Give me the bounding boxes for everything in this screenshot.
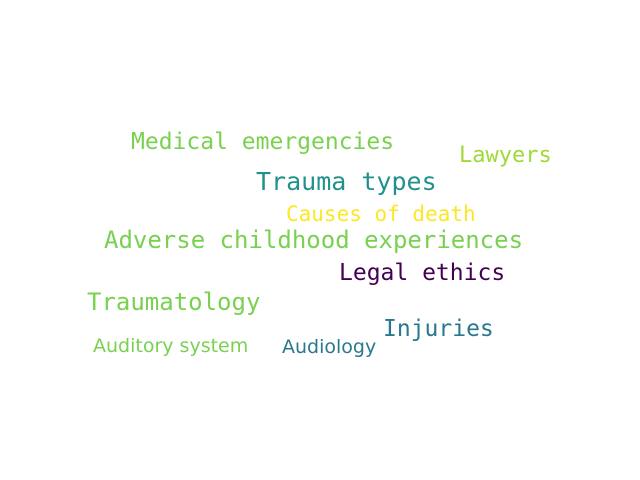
word-legal-ethics: Legal ethics bbox=[339, 260, 506, 286]
word-adverse-childhood-experiences: Adverse childhood experiences bbox=[104, 226, 524, 254]
word-injuries: Injuries bbox=[383, 316, 494, 342]
word-medical-emergencies: Medical emergencies bbox=[131, 129, 395, 155]
word-causes-of-death: Causes of death bbox=[286, 202, 476, 226]
word-lawyers: Lawyers bbox=[459, 143, 552, 168]
word-auditory-system: Auditory system bbox=[93, 335, 249, 357]
word-audiology: Audiology bbox=[282, 336, 377, 358]
word-traumatology: Traumatology bbox=[87, 288, 261, 316]
word-trauma-types: Trauma types bbox=[256, 167, 437, 196]
